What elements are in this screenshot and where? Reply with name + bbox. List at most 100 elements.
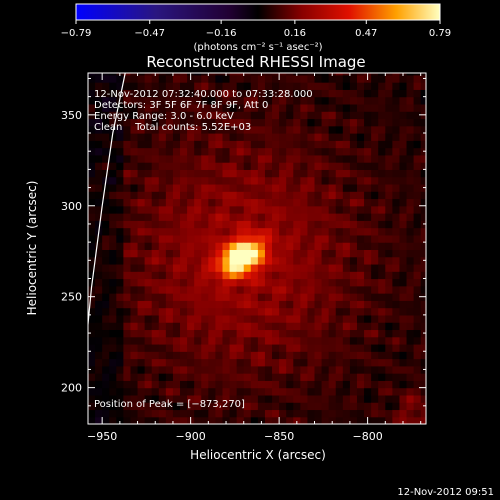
- heatmap-cell: [293, 118, 301, 127]
- heatmap-cell: [342, 285, 351, 294]
- heatmap-cell: [406, 103, 415, 112]
- heatmap-cell: [130, 111, 139, 120]
- heatmap-cell: [335, 191, 344, 200]
- heatmap-cell: [378, 329, 386, 338]
- heatmap-cell: [356, 394, 365, 403]
- heatmap-cell: [349, 336, 358, 345]
- heatmap-cell: [279, 373, 287, 381]
- heatmap-cell: [272, 169, 280, 178]
- heatmap-cell: [364, 140, 372, 149]
- heatmap-cell: [392, 82, 401, 90]
- heatmap-cell: [144, 147, 153, 156]
- heatmap-cell: [165, 365, 174, 374]
- heatmap-cell: [116, 271, 124, 280]
- heatmap-cell: [243, 307, 252, 316]
- heatmap-cell: [413, 373, 422, 381]
- heatmap-cell: [307, 329, 316, 338]
- heatmap-cell: [201, 409, 209, 418]
- heatmap-cell: [180, 133, 188, 141]
- heatmap-cell: [342, 74, 351, 83]
- heatmap-cell: [378, 387, 386, 396]
- heatmap-cell: [222, 271, 231, 280]
- heatmap-cell: [201, 358, 209, 367]
- heatmap-cell: [328, 285, 337, 294]
- heatmap-cell: [165, 213, 174, 221]
- heatmap-cell: [364, 300, 372, 309]
- heatmap-cell: [158, 82, 167, 90]
- heatmap-cell: [371, 147, 379, 156]
- heatmap-cell: [208, 336, 217, 345]
- heatmap-cell: [130, 191, 139, 200]
- heatmap-cell: [236, 285, 245, 294]
- heatmap-cell: [151, 242, 160, 250]
- heatmap-cell: [392, 96, 401, 105]
- heatmap-cell: [144, 103, 153, 112]
- colorbar-unit-label: (photons cm⁻² s⁻¹ asec⁻²): [193, 42, 322, 53]
- heatmap-cell: [109, 89, 117, 98]
- heatmap-cell: [385, 154, 393, 163]
- heatmap-cell: [385, 242, 393, 250]
- heatmap-cell: [279, 125, 287, 134]
- heatmap-cell: [229, 351, 238, 360]
- heatmap-cell: [378, 176, 386, 185]
- heatmap-cell: [307, 73, 316, 76]
- heatmap-cell: [130, 183, 139, 192]
- heatmap-cell: [187, 183, 195, 192]
- heatmap-cell: [95, 373, 103, 381]
- heatmap-cell: [102, 271, 110, 280]
- heatmap-cell: [250, 176, 259, 185]
- heatmap-cell: [279, 242, 287, 250]
- heatmap-cell: [300, 198, 309, 207]
- heatmap-cell: [236, 300, 245, 309]
- heatmap-cell: [356, 73, 365, 76]
- heatmap-cell: [420, 205, 426, 214]
- heatmap-cell: [335, 263, 344, 272]
- heatmap-cell: [314, 300, 323, 309]
- heatmap-cell: [95, 162, 103, 170]
- heatmap-cell: [165, 271, 174, 280]
- heatmap-cell: [385, 169, 393, 178]
- heatmap-cell: [130, 118, 139, 127]
- heatmap-cell: [95, 118, 103, 127]
- heatmap-cell: [371, 365, 379, 374]
- heatmap-cell: [116, 96, 124, 105]
- heatmap-cell: [243, 387, 252, 396]
- heatmap-cell: [194, 373, 202, 381]
- heatmap-cell: [385, 103, 393, 112]
- heatmap-cell: [335, 249, 344, 258]
- heatmap-cell: [229, 307, 238, 316]
- heatmap-cell: [328, 205, 337, 214]
- heatmap-cell: [236, 162, 245, 170]
- heatmap-cell: [385, 118, 393, 127]
- heatmap-cell: [144, 96, 153, 105]
- heatmap-cell: [385, 205, 393, 214]
- heatmap-cell: [420, 82, 426, 90]
- heatmap-cell: [371, 322, 379, 331]
- heatmap-cell: [300, 82, 309, 90]
- heatmap-cell: [88, 125, 96, 134]
- heatmap-cell: [328, 358, 337, 367]
- heatmap-cell: [158, 387, 167, 396]
- heatmap-cell: [194, 402, 202, 411]
- heatmap-cell: [314, 227, 323, 236]
- heatmap-cell: [130, 234, 139, 243]
- heatmap-cell: [406, 183, 415, 192]
- heatmap-cell: [180, 198, 188, 207]
- heatmap-cell: [264, 409, 273, 418]
- x-axis-title: Heliocentric X (arcsec): [190, 448, 326, 462]
- heatmap-cell: [222, 387, 231, 396]
- heatmap-cell: [158, 300, 167, 309]
- heatmap-cell: [420, 358, 426, 367]
- heatmap-cell: [342, 343, 351, 352]
- heatmap-cell: [406, 336, 415, 345]
- heatmap-cell: [300, 154, 309, 163]
- heatmap-cell: [349, 394, 358, 403]
- heatmap-cell: [335, 198, 344, 207]
- heatmap-cell: [420, 118, 426, 127]
- heatmap-cell: [406, 140, 415, 149]
- heatmap-cell: [406, 278, 415, 287]
- heatmap-cell: [180, 278, 188, 287]
- heatmap-cell: [180, 380, 188, 389]
- heatmap-cell: [321, 351, 330, 360]
- heatmap-cell: [406, 118, 415, 127]
